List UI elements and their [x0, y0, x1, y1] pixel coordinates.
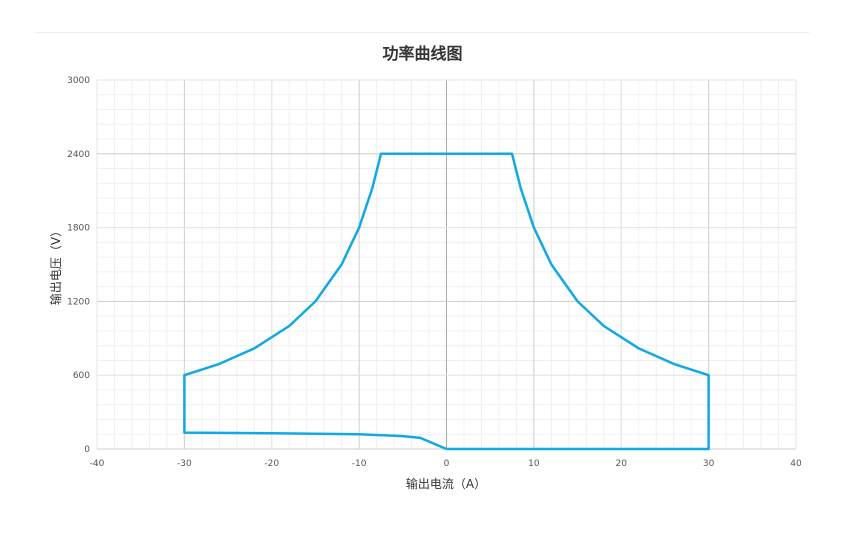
x-tick-label: -30 — [177, 459, 192, 469]
x-tick-label: -20 — [264, 459, 279, 469]
chart-title: 功率曲线图 — [382, 44, 463, 63]
y-axis-label: 输出电压（V） — [48, 225, 63, 305]
x-tick-label: 30 — [703, 459, 715, 469]
y-tick-label: 1200 — [67, 297, 90, 307]
y-tick-label: 0 — [84, 445, 90, 455]
y-tick-label: 2400 — [67, 150, 90, 160]
x-tick-label: 10 — [528, 459, 540, 469]
x-tick-label: -10 — [352, 459, 367, 469]
top-divider — [35, 32, 810, 33]
x-tick-label: 20 — [616, 459, 628, 469]
y-tick-label: 600 — [73, 371, 90, 381]
y-tick-label: 3000 — [67, 76, 90, 86]
y-tick-label: 1800 — [67, 224, 90, 234]
x-tick-label: 40 — [790, 459, 802, 469]
x-tick-label: -40 — [90, 459, 105, 469]
x-axis-label: 输出电流（A） — [406, 476, 486, 491]
power-curve-series — [183, 152, 710, 451]
x-tick-label: 0 — [444, 459, 450, 469]
